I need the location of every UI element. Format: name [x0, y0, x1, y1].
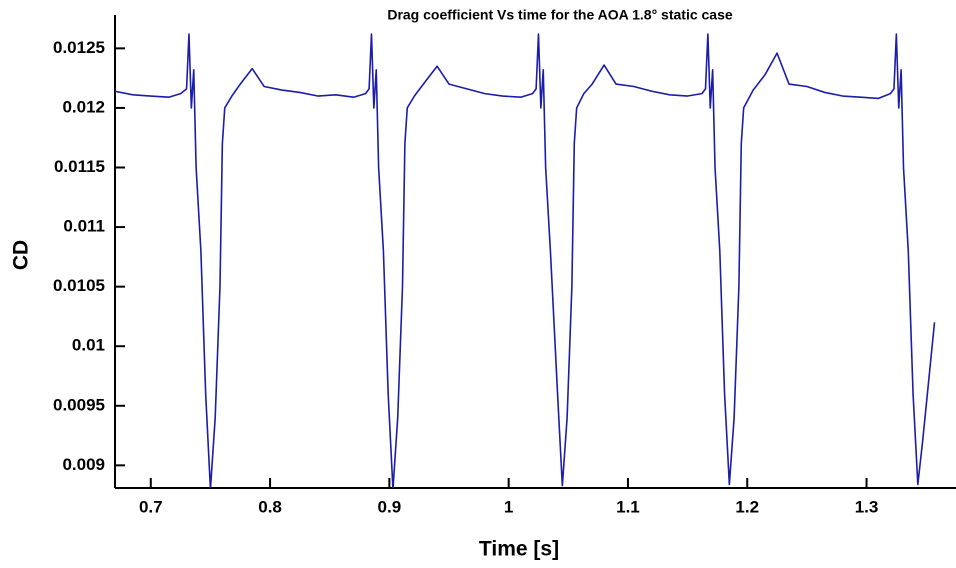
x-tick-label: 1.1 [616, 497, 640, 516]
y-tick-label: 0.0115 [54, 157, 105, 176]
y-tick-label: 0.0105 [53, 276, 105, 295]
x-tick-label: 1.3 [855, 497, 879, 516]
x-tick-label: 0.9 [378, 497, 402, 516]
y-tick-label: 0.009 [62, 455, 105, 474]
x-tick-label: 0.8 [258, 497, 282, 516]
y-tick-label: 0.01 [72, 336, 105, 355]
x-tick-label: 1 [504, 497, 513, 516]
y-tick-label: 0.0095 [53, 395, 105, 414]
y-tick-label: 0.0125 [53, 38, 105, 57]
x-tick-label: 0.7 [139, 497, 163, 516]
y-tick-label: 0.011 [63, 217, 105, 236]
chart-title: Drag coefficient Vs time for the AOA 1.8… [387, 7, 733, 23]
x-axis-label: Time [s] [479, 538, 559, 561]
y-tick-label: 0.012 [62, 97, 105, 116]
y-axis-label: CD [10, 240, 33, 270]
data-line [115, 33, 936, 488]
x-tick-label: 1.2 [735, 497, 759, 516]
